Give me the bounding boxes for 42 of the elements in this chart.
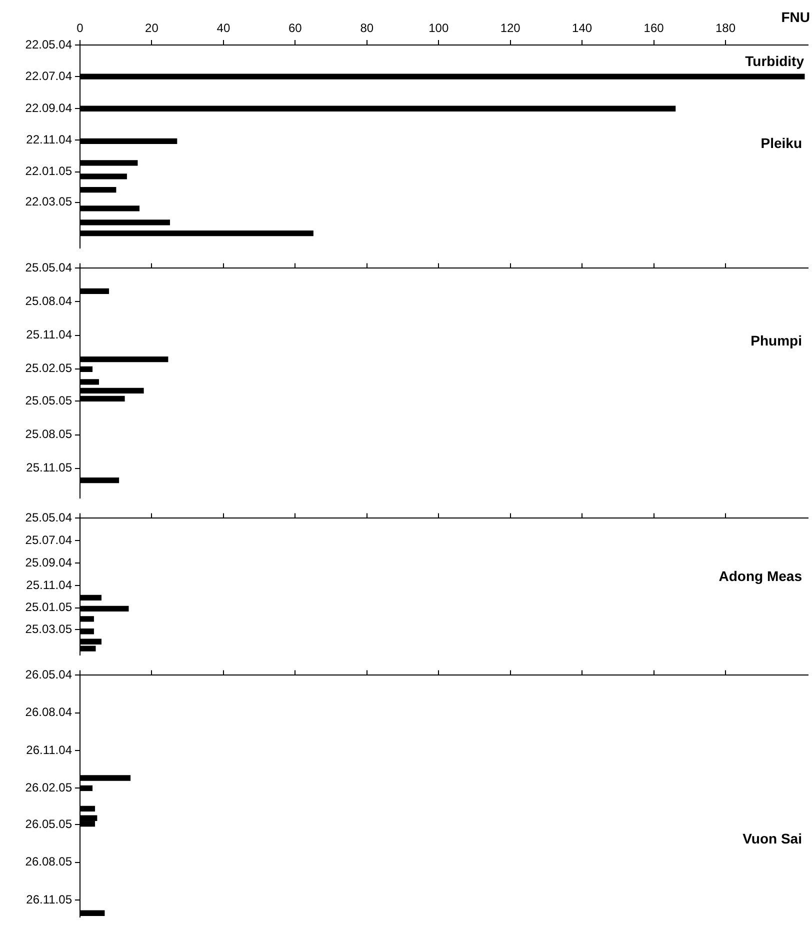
x-axis-title: FNU [781, 8, 810, 25]
x-tick-label: 60 [288, 21, 302, 36]
y-tick-label: 25.11.04 [26, 328, 72, 342]
y-tick-label: 26.05.05 [25, 816, 72, 831]
y-tick-label: 22.09.04 [25, 100, 72, 115]
y-tick-label: 26.11.04 [26, 742, 72, 757]
y-tick-label: 22.03.05 [25, 194, 72, 209]
text: Phumpi [750, 332, 802, 349]
y-tick-label: 26.08.05 [25, 854, 72, 869]
x-tick-label: 100 [428, 21, 449, 36]
text: Vuon Sai [742, 830, 802, 846]
x-tick-label: 140 [572, 21, 592, 36]
x-tick-label: 40 [216, 21, 230, 36]
y-tick-label: 25.08.05 [25, 427, 72, 442]
y-tick-label: 25.11.04 [26, 578, 72, 592]
y-tick-label: 25.02.05 [25, 361, 72, 376]
y-tick-label: 22.01.05 [25, 164, 72, 178]
y-tick-label: 26.02.05 [25, 780, 72, 795]
x-tick-label: 120 [500, 21, 521, 36]
y-tick-label: 25.11.05 [26, 460, 72, 475]
y-tick-label: 26.05.04 [25, 668, 72, 682]
y-tick-label: 22.05.04 [25, 37, 72, 52]
x-tick-label: 160 [644, 21, 664, 36]
x-tick-label: 180 [716, 21, 736, 36]
y-tick-label: 26.11.05 [26, 892, 72, 906]
x-tick-label: 80 [360, 21, 374, 36]
y-tick-label: 25.05.04 [25, 260, 72, 275]
y-tick-label: 25.01.05 [25, 600, 72, 614]
y-tick-label: 25.05.04 [25, 510, 72, 525]
text: Adong Meas [718, 568, 802, 584]
y-tick-label: 25.09.04 [25, 556, 72, 570]
y-tick-label: 26.08.04 [25, 705, 72, 720]
y-tick-label: 22.07.04 [25, 68, 72, 83]
y-tick-label: 25.05.05 [25, 394, 72, 408]
y-tick-label: 25.07.04 [25, 532, 72, 547]
text: Pleiku [760, 135, 802, 152]
y-tick-label: 25.03.05 [25, 622, 72, 636]
x-tick-label: 20 [145, 21, 159, 36]
y-tick-label: 22.11.04 [26, 132, 72, 147]
annotation: Turbidity [745, 52, 804, 69]
x-tick-label: 0 [76, 21, 84, 36]
y-tick-label: 25.08.04 [25, 294, 72, 308]
